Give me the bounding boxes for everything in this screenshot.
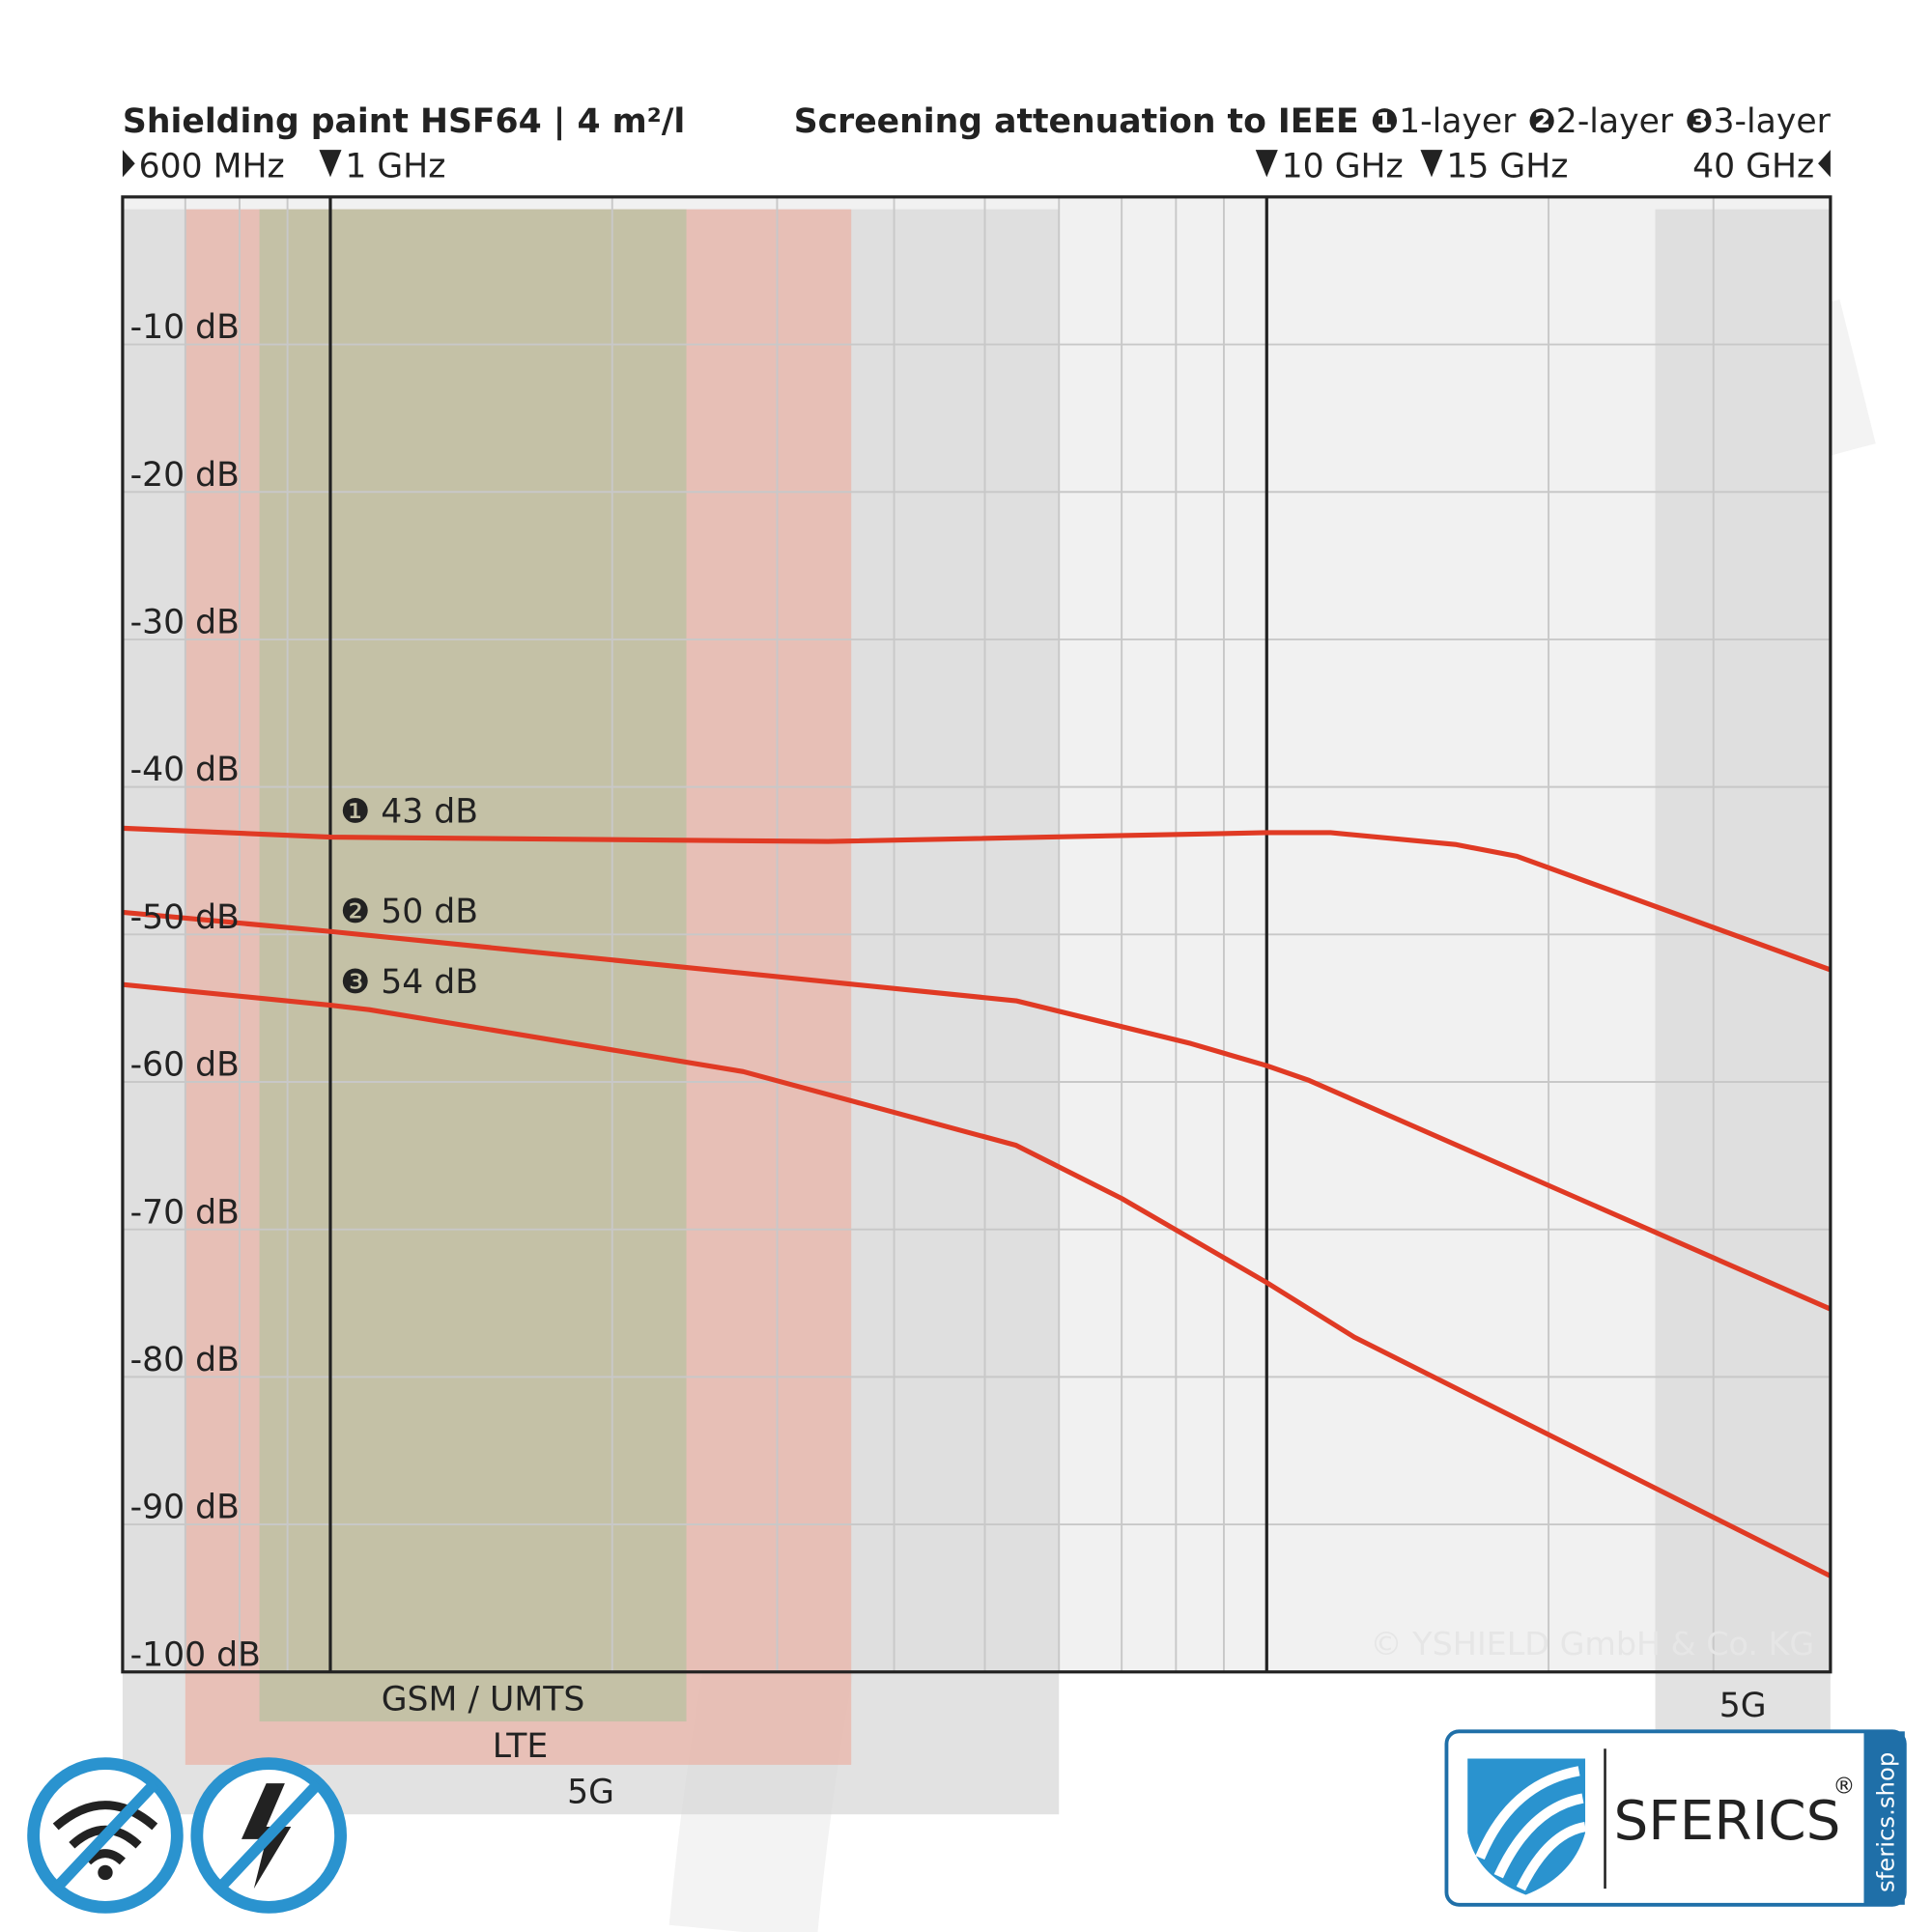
x-tick-label: 10 GHz: [1282, 147, 1404, 185]
x-tick-mark: [319, 150, 342, 178]
legend-title: Screening attenuation to IEEE: [794, 102, 1359, 141]
x-tick-mark: [1255, 150, 1278, 178]
series-line: [122, 825, 1832, 973]
logo-strip: [1863, 1731, 1905, 1905]
y-tick-label: -30 dB: [130, 604, 240, 642]
legend-entry: 2-layer: [1556, 102, 1674, 141]
x-tick-label: 1 GHz: [345, 147, 445, 185]
y-tick-label: -40 dB: [130, 751, 240, 789]
band-label: LTE: [493, 1727, 549, 1766]
power-icon: [190, 1757, 347, 1914]
copyright: © YSHIELD GmbH & Co. KG: [1370, 1625, 1814, 1662]
y-tick-label: -10 dB: [130, 308, 240, 347]
chart-title: Shielding paint HSF64 | 4 m²/l: [123, 102, 685, 141]
brand: SFERICS: [1614, 1790, 1841, 1853]
registered: ®: [1833, 1774, 1855, 1799]
series-line: [122, 981, 1833, 1578]
wifi-icon: [27, 1757, 184, 1914]
band-label: 5G: [567, 1774, 614, 1812]
website: sferics.shop: [1871, 1752, 1899, 1892]
y-tick-label: -60 dB: [130, 1046, 240, 1085]
logo: SFERICS ® sferics.shop: [1444, 1729, 1907, 1907]
legend-symbol: ❶: [1371, 102, 1399, 141]
x-tick-label: 15 GHz: [1446, 147, 1568, 185]
x-tick-mark: [1818, 150, 1831, 178]
y-tick-label: -90 dB: [130, 1489, 240, 1527]
legend: Screening attenuation to IEEE ❶1-layer ❷…: [794, 102, 1832, 141]
annotation: ❷ 50 dB: [340, 893, 478, 931]
plot-frame: [121, 195, 1833, 1674]
annotation: ❶ 43 dB: [340, 792, 478, 831]
x-tick-mark: [122, 150, 135, 178]
x-tick-mark: [1420, 150, 1443, 178]
legend-symbol: ❸: [1685, 102, 1713, 141]
legend-entry: 3-layer: [1714, 102, 1832, 141]
legend-entry: 1-layer: [1399, 102, 1517, 141]
y-tick-label: -80 dB: [130, 1341, 240, 1379]
y-tick-label: -20 dB: [130, 456, 240, 495]
y-tick-label: -50 dB: [130, 898, 240, 937]
band: [1655, 209, 1831, 1734]
band-label: 5G: [1719, 1687, 1767, 1725]
y-tick-label: -70 dB: [130, 1193, 240, 1232]
legend-symbol: ❷: [1527, 102, 1555, 141]
y-tick-label: -100 dB: [130, 1635, 261, 1674]
series-line: [122, 909, 1832, 1312]
annotation: ❸ 54 dB: [340, 963, 478, 1002]
band-label: GSM / UMTS: [382, 1681, 585, 1719]
x-tick-label: 600 MHz: [139, 147, 285, 185]
x-tick-label: 40 GHz: [1692, 147, 1814, 185]
